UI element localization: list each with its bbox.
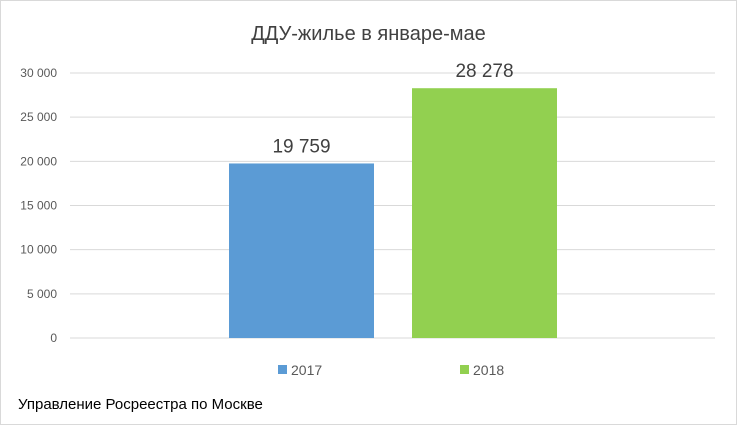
y-tick-label: 5 000: [27, 287, 57, 301]
source-note: Управление Росреестра по Москве: [18, 396, 263, 413]
data-label-2017: 19 759: [272, 136, 330, 157]
y-tick-label: 25 000: [20, 110, 57, 124]
data-labels: 19 759 28 278: [272, 61, 513, 157]
y-tick-label: 0: [50, 331, 57, 345]
y-tick-label: 15 000: [20, 199, 57, 213]
y-tick-label: 20 000: [20, 154, 57, 168]
y-axis-ticks: 0 5 000 10 000 15 000 20 000 25 000 30 000: [20, 66, 57, 345]
bar-2018: [412, 88, 557, 338]
legend-swatch-2017: [278, 365, 287, 374]
bars: [229, 88, 557, 338]
data-label-2018: 28 278: [455, 61, 513, 82]
chart-title: ДДУ-жилье в январе-мае: [251, 23, 486, 45]
y-tick-label: 30 000: [20, 66, 57, 80]
gridlines: [70, 72, 715, 339]
legend-swatch-2018: [460, 365, 469, 374]
legend: 2017 2018: [278, 362, 504, 378]
y-tick-label: 10 000: [20, 243, 57, 257]
bar-2017: [229, 163, 374, 338]
legend-label-2017: 2017: [291, 362, 322, 378]
legend-label-2018: 2018: [473, 362, 504, 378]
